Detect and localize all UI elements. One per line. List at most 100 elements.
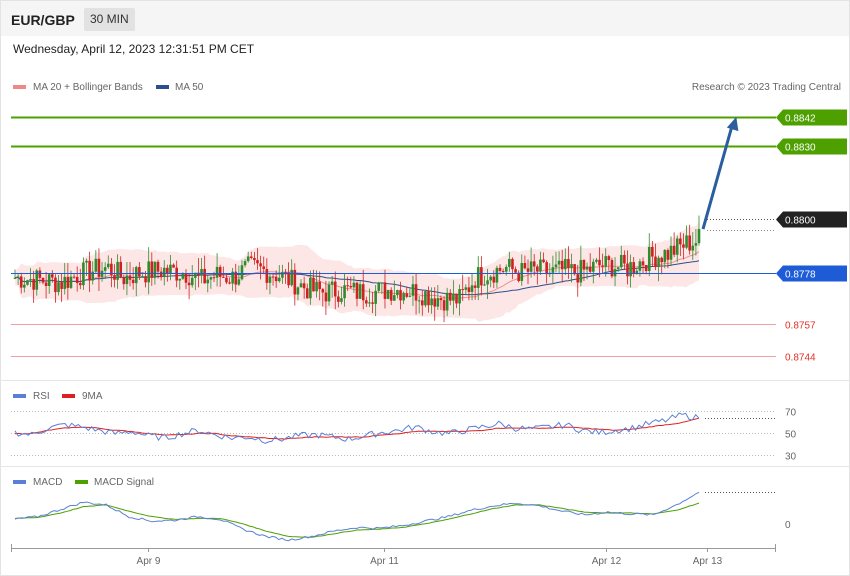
candle bbox=[607, 254, 611, 271]
candle bbox=[480, 256, 483, 296]
current-price-label-bg bbox=[776, 211, 847, 228]
candle-body bbox=[585, 266, 589, 270]
candle bbox=[476, 256, 480, 301]
candle bbox=[358, 280, 362, 299]
rsi-level-label: 50 bbox=[785, 430, 797, 441]
candle-body bbox=[13, 277, 17, 279]
candle bbox=[16, 274, 20, 285]
candle bbox=[411, 275, 415, 307]
candle bbox=[47, 273, 51, 294]
candle bbox=[623, 250, 626, 270]
candle bbox=[172, 263, 175, 268]
candle bbox=[526, 259, 530, 285]
candle bbox=[688, 224, 691, 255]
candle bbox=[551, 255, 555, 284]
candle-body bbox=[60, 282, 63, 289]
candle bbox=[430, 287, 433, 314]
candle-body bbox=[166, 267, 169, 274]
candle bbox=[489, 275, 492, 288]
candle bbox=[598, 247, 601, 278]
candle bbox=[467, 277, 471, 301]
candle bbox=[315, 270, 318, 298]
candle-body bbox=[218, 266, 222, 277]
candle bbox=[517, 270, 520, 283]
candle bbox=[361, 269, 365, 310]
candle bbox=[349, 276, 353, 289]
candle bbox=[97, 248, 101, 291]
candle bbox=[368, 288, 371, 307]
legend-rsi-ma: 9MA bbox=[82, 391, 103, 402]
candle-body bbox=[240, 265, 244, 280]
candle bbox=[206, 275, 210, 293]
candle-body bbox=[172, 264, 175, 268]
candle-body bbox=[560, 260, 564, 270]
candle-body bbox=[389, 289, 393, 301]
candle bbox=[355, 281, 359, 307]
candle-body bbox=[657, 257, 660, 268]
candle bbox=[125, 262, 129, 296]
rsi-line bbox=[14, 412, 700, 444]
candle-body bbox=[212, 277, 216, 279]
candle bbox=[448, 289, 452, 306]
candle-body bbox=[290, 269, 294, 286]
candle-body bbox=[564, 258, 567, 270]
candle-body bbox=[688, 235, 691, 251]
legend-macd: MACD bbox=[33, 477, 62, 488]
candle-body bbox=[420, 300, 424, 306]
candle bbox=[222, 266, 225, 278]
candle-body bbox=[632, 262, 636, 274]
legend-rsi: RSI bbox=[33, 391, 50, 402]
current-price-label: 0.8800 bbox=[785, 216, 816, 227]
candle-body bbox=[567, 258, 570, 269]
candle-body bbox=[57, 282, 60, 293]
candle bbox=[13, 269, 17, 280]
candle-body bbox=[309, 277, 312, 299]
legend-swatch-ma20 bbox=[13, 85, 26, 89]
candle bbox=[604, 248, 608, 277]
legend-ma50: MA 50 bbox=[175, 82, 204, 93]
candle bbox=[88, 251, 91, 293]
legend-swatch-macd-signal bbox=[75, 480, 88, 484]
candle-body bbox=[679, 238, 682, 245]
candle-body bbox=[305, 288, 309, 299]
timeframe-button[interactable]: 30 MIN bbox=[84, 8, 135, 31]
candle-body bbox=[228, 282, 231, 284]
candle-body bbox=[200, 268, 203, 276]
candle-body bbox=[134, 267, 138, 284]
candle bbox=[38, 267, 42, 284]
candle bbox=[402, 291, 405, 305]
candle-body bbox=[641, 261, 645, 266]
candle-body bbox=[38, 270, 42, 278]
candle-body bbox=[476, 267, 480, 288]
candle-body bbox=[147, 261, 150, 283]
candle-body bbox=[94, 258, 98, 272]
x-axis-ticks: Apr 9 Apr 11 Apr 12 Apr 13 bbox=[11, 544, 776, 567]
candle bbox=[302, 276, 306, 299]
candle bbox=[178, 278, 182, 290]
candle bbox=[610, 257, 614, 279]
candle-body bbox=[417, 300, 421, 302]
candle-body bbox=[663, 250, 667, 263]
x-tick-label: Apr 9 bbox=[137, 556, 161, 567]
candle bbox=[396, 289, 399, 299]
candle-body bbox=[47, 274, 51, 286]
candle bbox=[691, 232, 695, 260]
legend-swatch-macd bbox=[13, 480, 26, 484]
candle bbox=[669, 236, 673, 267]
candle-body bbox=[184, 273, 188, 283]
candle bbox=[200, 257, 203, 284]
candle-body bbox=[29, 278, 32, 281]
candle bbox=[268, 272, 272, 295]
candle-body bbox=[277, 277, 281, 282]
legend-ma20: MA 20 + Bollinger Bands bbox=[33, 82, 143, 93]
candle-body bbox=[430, 298, 433, 306]
candle-body bbox=[464, 287, 468, 290]
candle bbox=[498, 264, 502, 275]
candle bbox=[340, 286, 343, 305]
candle bbox=[271, 272, 275, 286]
candle-body bbox=[483, 284, 486, 286]
candle bbox=[365, 296, 368, 307]
candle-body bbox=[551, 267, 555, 273]
forecast-arrow-shaft bbox=[701, 124, 734, 230]
candle-body bbox=[501, 270, 505, 272]
